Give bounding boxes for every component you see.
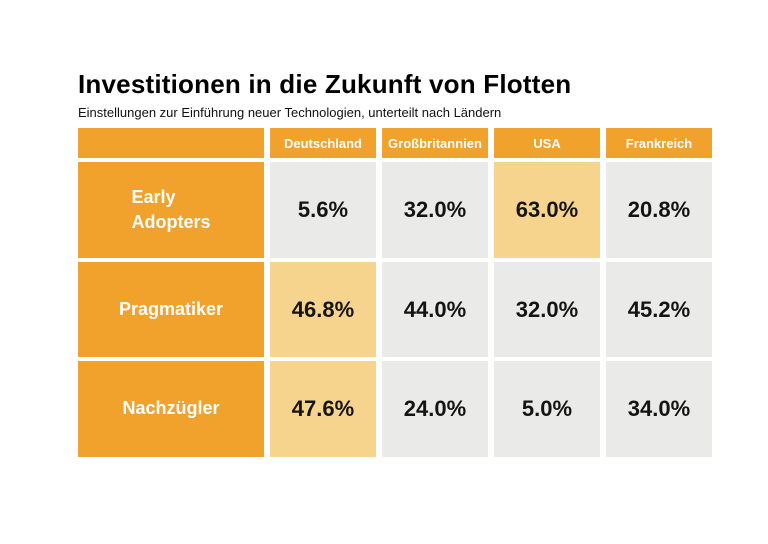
value-cell: 63.0% xyxy=(494,162,600,258)
row-label-text: Pragmatiker xyxy=(118,298,224,319)
column-header-usa: USA xyxy=(494,128,600,158)
row-label-nachzuegler: Nachzügler xyxy=(78,361,264,457)
value-cell: 5.0% xyxy=(494,361,600,457)
page-title: Investitionen in die Zukunft von Flotten xyxy=(78,69,572,99)
data-table: Deutschland Großbritannien USA Frankreic… xyxy=(78,128,712,457)
column-header-grossbritannien: Großbritannien xyxy=(382,128,488,158)
value-cell: 32.0% xyxy=(382,162,488,258)
row-label-early-adopters: Early Adopters xyxy=(78,162,264,258)
value-cell: 5.6% xyxy=(270,162,376,258)
column-header-deutschland: Deutschland xyxy=(270,128,376,158)
column-header-frankreich: Frankreich xyxy=(606,128,712,158)
table-corner-cell xyxy=(78,128,264,158)
row-label-pragmatiker: Pragmatiker xyxy=(78,262,264,357)
page-subtitle: Einstellungen zur Einführung neuer Techn… xyxy=(78,105,502,120)
row-label-text: Nachzügler xyxy=(122,398,220,419)
value-cell: 20.8% xyxy=(606,162,712,258)
value-cell: 32.0% xyxy=(494,262,600,357)
value-cell: 47.6% xyxy=(270,361,376,457)
value-cell: 44.0% xyxy=(382,262,488,357)
value-cell: 24.0% xyxy=(382,361,488,457)
row-label-text: Early Adopters xyxy=(131,186,211,232)
value-cell: 34.0% xyxy=(606,361,712,457)
value-cell: 45.2% xyxy=(606,262,712,357)
value-cell: 46.8% xyxy=(270,262,376,357)
